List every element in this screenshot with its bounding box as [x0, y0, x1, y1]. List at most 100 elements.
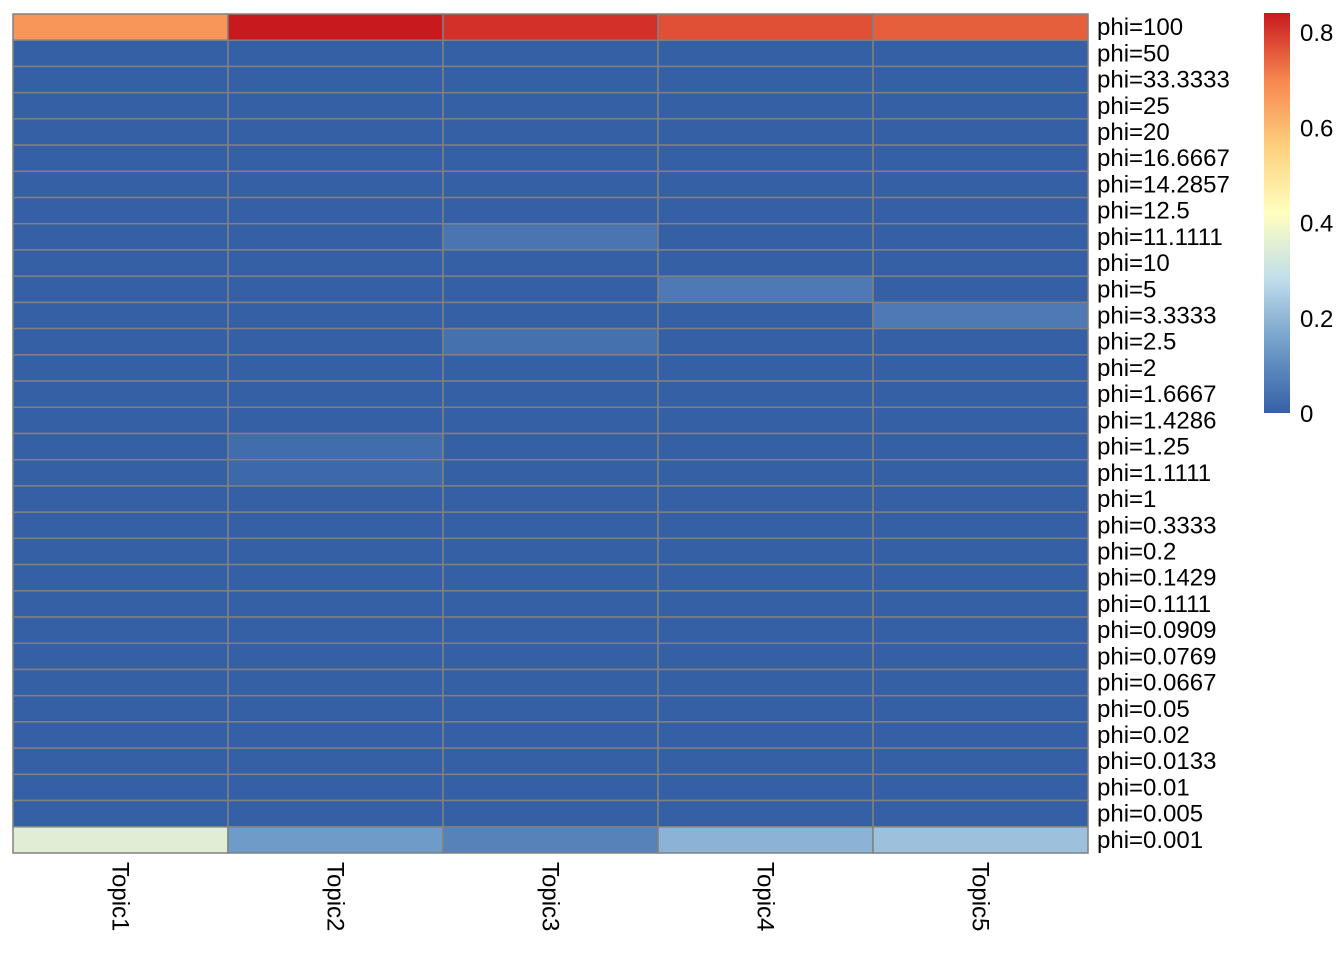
heatmap-cell [12, 380, 229, 409]
heatmap-cell [227, 432, 444, 461]
heatmap-cell [12, 563, 229, 592]
heatmap-cell [12, 170, 229, 199]
heatmap-cell [442, 170, 659, 199]
row-label: phi=0.005 [1097, 801, 1203, 828]
row-label: phi=2.5 [1097, 329, 1176, 356]
row-label: phi=0.01 [1097, 774, 1190, 801]
heatmap-cell [872, 118, 1089, 146]
heatmap-cell [227, 91, 444, 120]
row-label: phi=2 [1097, 355, 1156, 382]
heatmap-cell [872, 537, 1089, 566]
heatmap-cell [227, 65, 444, 94]
row-label: phi=10 [1097, 250, 1170, 277]
heatmap-cell [872, 354, 1089, 382]
heatmap-cell [227, 275, 444, 304]
row-label: phi=0.1111 [1097, 591, 1211, 618]
heatmap-cell [872, 590, 1089, 618]
heatmap-cell [657, 642, 874, 671]
heatmap-cell [657, 170, 874, 199]
row-label: phi=1 [1097, 486, 1156, 513]
heatmap-cell [442, 747, 659, 776]
heatmap-cell [657, 118, 874, 146]
heatmap-cell [657, 826, 874, 854]
heatmap-cell [12, 511, 229, 540]
row-label: phi=3.3333 [1097, 303, 1216, 330]
row-label: phi=12.5 [1097, 198, 1190, 225]
heatmap-cell [227, 694, 444, 723]
column-labels: Topic1 Topic2 Topic3 Topic4 Topic5 [107, 862, 994, 931]
row-label: phi=100 [1097, 14, 1183, 41]
heatmap-cell [12, 354, 229, 382]
heatmap-cell [872, 773, 1089, 802]
heatmap-cell [442, 301, 659, 330]
heatmap-cell [227, 668, 444, 697]
row-label: phi=16.6667 [1097, 145, 1230, 172]
heatmap-cell [442, 563, 659, 592]
heatmap-cell [227, 747, 444, 776]
heatmap-cell [12, 694, 229, 723]
heatmap-cell [442, 196, 659, 225]
row-label: phi=25 [1097, 93, 1170, 120]
row-label: phi=0.001 [1097, 827, 1203, 854]
heatmap-cell [227, 39, 444, 68]
heatmap-cell [442, 694, 659, 723]
heatmap-cell [227, 170, 444, 199]
row-labels: phi=100phi=50phi=33.3333phi=25phi=20phi=… [1097, 14, 1230, 854]
heatmap-cell [872, 563, 1089, 592]
heatmap-cell [442, 537, 659, 566]
heatmap-cell [657, 458, 874, 487]
heatmap-cell [12, 642, 229, 671]
heatmap-cell [872, 432, 1089, 461]
heatmap-cells [12, 13, 1089, 854]
heatmap-cell [657, 196, 874, 225]
heatmap-cell [872, 668, 1089, 697]
heatmap-cell [12, 65, 229, 94]
heatmap-cell [872, 91, 1089, 120]
heatmap-cell [657, 380, 874, 409]
heatmap-cell [657, 301, 874, 330]
heatmap-cell [12, 275, 229, 304]
heatmap-cell [442, 327, 659, 356]
heatmap-cell [227, 118, 444, 146]
heatmap-cell [227, 485, 444, 513]
legend-tick-label: 0.4 [1300, 211, 1333, 238]
heatmap-cell [657, 13, 874, 41]
row-label: phi=50 [1097, 40, 1170, 67]
heatmap-cell [442, 485, 659, 513]
heatmap-cell [227, 354, 444, 382]
heatmap-cell [227, 458, 444, 487]
heatmap-cell [657, 144, 874, 173]
row-label: phi=1.6667 [1097, 381, 1216, 408]
heatmap-cell [442, 458, 659, 487]
heatmap-cell [12, 773, 229, 802]
heatmap-cell [12, 668, 229, 697]
legend-color-bar [1264, 13, 1290, 413]
row-label: phi=1.4286 [1097, 407, 1216, 434]
heatmap-cell [872, 39, 1089, 68]
heatmap-cell [872, 642, 1089, 671]
legend-tick-label: 0.8 [1300, 20, 1333, 47]
heatmap-cell [227, 144, 444, 173]
heatmap-cell [12, 144, 229, 173]
heatmap-cell [442, 249, 659, 277]
heatmap-cell [227, 223, 444, 251]
heatmap-cell [442, 118, 659, 146]
heatmap-cell [227, 511, 444, 540]
heatmap-cell [872, 223, 1089, 251]
heatmap-cell [227, 301, 444, 330]
row-label: phi=0.0769 [1097, 643, 1216, 670]
heatmap-cell [12, 39, 229, 68]
heatmap-cell [12, 799, 229, 828]
column-label: Topic2 [322, 862, 349, 931]
heatmap-cell [442, 13, 659, 41]
heatmap-cell [12, 91, 229, 120]
heatmap-cell [227, 590, 444, 618]
heatmap-cell [442, 65, 659, 94]
heatmap-cell [442, 380, 659, 409]
heatmap-cell [12, 249, 229, 277]
column-label: Topic1 [107, 862, 134, 931]
heatmap-cell [442, 406, 659, 435]
heatmap-cell [872, 694, 1089, 723]
heatmap-cell [12, 826, 229, 854]
